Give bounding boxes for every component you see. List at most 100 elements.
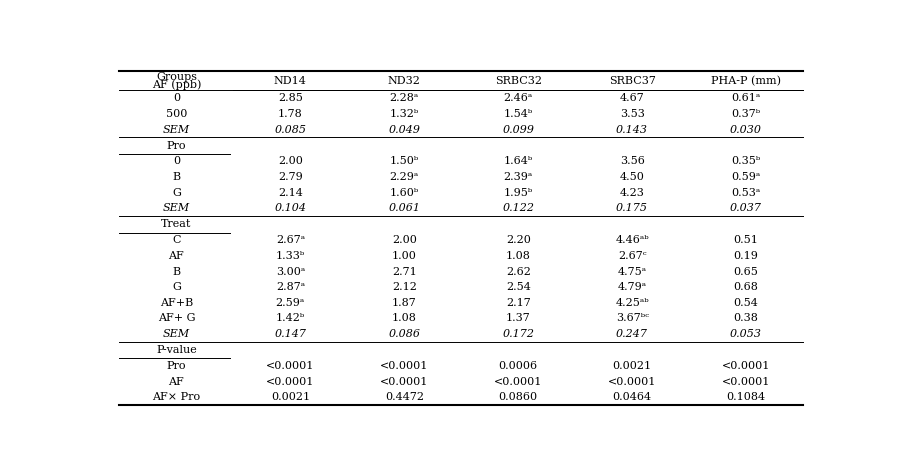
Text: 2.62: 2.62 [506, 267, 531, 277]
Text: 0.247: 0.247 [616, 329, 648, 339]
Text: 0.59ᵃ: 0.59ᵃ [732, 172, 760, 182]
Text: 4.79ᵃ: 4.79ᵃ [617, 282, 647, 292]
Text: AF× Pro: AF× Pro [152, 392, 201, 402]
Text: 0.086: 0.086 [388, 329, 420, 339]
Text: 0.104: 0.104 [274, 203, 306, 213]
Text: Pro: Pro [166, 141, 186, 151]
Text: B: B [173, 172, 181, 182]
Text: 4.23: 4.23 [620, 188, 644, 198]
Text: SEM: SEM [163, 125, 190, 135]
Text: 0.0006: 0.0006 [499, 361, 538, 371]
Text: 2.29ᵃ: 2.29ᵃ [390, 172, 418, 182]
Text: 1.64ᵇ: 1.64ᵇ [504, 157, 533, 167]
Text: <0.0001: <0.0001 [266, 377, 315, 387]
Text: P-value: P-value [156, 345, 197, 355]
Text: 4.67: 4.67 [620, 93, 644, 103]
Text: 0.099: 0.099 [502, 125, 535, 135]
Text: 0.54: 0.54 [734, 298, 759, 308]
Text: 1.54ᵇ: 1.54ᵇ [504, 109, 533, 119]
Text: 0.053: 0.053 [730, 329, 762, 339]
Text: 3.67ᵇᶜ: 3.67ᵇᶜ [616, 313, 649, 323]
Text: <0.0001: <0.0001 [494, 377, 543, 387]
Text: 0.172: 0.172 [502, 329, 535, 339]
Text: 1.95ᵇ: 1.95ᵇ [504, 188, 533, 198]
Text: 2.71: 2.71 [392, 267, 417, 277]
Text: 1.00: 1.00 [392, 251, 417, 261]
Text: ND32: ND32 [388, 76, 420, 86]
Text: 2.67ᶜ: 2.67ᶜ [617, 251, 646, 261]
Text: 2.54: 2.54 [506, 282, 531, 292]
Text: 1.42ᵇ: 1.42ᵇ [275, 313, 305, 323]
Text: 4.50: 4.50 [620, 172, 644, 182]
Text: 0.030: 0.030 [730, 125, 762, 135]
Text: 0.35ᵇ: 0.35ᵇ [732, 157, 760, 167]
Text: 2.59ᵃ: 2.59ᵃ [275, 298, 305, 308]
Text: 2.87ᵃ: 2.87ᵃ [275, 282, 305, 292]
Text: 0.0860: 0.0860 [499, 392, 538, 402]
Text: AF+B: AF+B [160, 298, 194, 308]
Text: <0.0001: <0.0001 [608, 377, 656, 387]
Text: 0: 0 [173, 93, 180, 103]
Text: 0.037: 0.037 [730, 203, 762, 213]
Text: 0.175: 0.175 [616, 203, 648, 213]
Text: AF: AF [168, 377, 184, 387]
Text: 1.87: 1.87 [392, 298, 417, 308]
Text: <0.0001: <0.0001 [722, 377, 770, 387]
Text: 1.37: 1.37 [506, 313, 531, 323]
Text: 0.085: 0.085 [274, 125, 306, 135]
Text: 0.65: 0.65 [734, 267, 759, 277]
Text: 2.00: 2.00 [278, 157, 302, 167]
Text: 0.143: 0.143 [616, 125, 648, 135]
Text: 3.53: 3.53 [620, 109, 644, 119]
Text: 0: 0 [173, 157, 180, 167]
Text: 1.08: 1.08 [392, 313, 417, 323]
Text: 2.14: 2.14 [278, 188, 302, 198]
Text: 2.85: 2.85 [278, 93, 302, 103]
Text: Pro: Pro [166, 361, 186, 371]
Text: 1.32ᵇ: 1.32ᵇ [390, 109, 418, 119]
Text: AF+ G: AF+ G [158, 313, 195, 323]
Text: 1.33ᵇ: 1.33ᵇ [275, 251, 305, 261]
Text: Groups: Groups [156, 72, 197, 82]
Text: 0.51: 0.51 [734, 236, 759, 245]
Text: SRBC32: SRBC32 [495, 76, 542, 86]
Text: 0.37ᵇ: 0.37ᵇ [732, 109, 760, 119]
Text: <0.0001: <0.0001 [380, 377, 428, 387]
Text: <0.0001: <0.0001 [722, 361, 770, 371]
Text: 4.75ᵃ: 4.75ᵃ [617, 267, 647, 277]
Text: 0.61ᵃ: 0.61ᵃ [732, 93, 760, 103]
Text: 2.67ᵃ: 2.67ᵃ [275, 236, 305, 245]
Text: 2.79: 2.79 [278, 172, 302, 182]
Text: 1.78: 1.78 [278, 109, 302, 119]
Text: 0.0021: 0.0021 [271, 392, 310, 402]
Text: AF (ppb): AF (ppb) [152, 80, 201, 90]
Text: 0.061: 0.061 [388, 203, 420, 213]
Text: <0.0001: <0.0001 [266, 361, 315, 371]
Text: 2.46ᵃ: 2.46ᵃ [504, 93, 533, 103]
Text: SRBC37: SRBC37 [608, 76, 655, 86]
Text: 0.049: 0.049 [388, 125, 420, 135]
Text: 3.00ᵃ: 3.00ᵃ [275, 267, 305, 277]
Text: 0.0464: 0.0464 [613, 392, 652, 402]
Text: 0.53ᵃ: 0.53ᵃ [732, 188, 760, 198]
Text: 2.28ᵃ: 2.28ᵃ [390, 93, 418, 103]
Text: 2.00: 2.00 [392, 236, 417, 245]
Text: 2.17: 2.17 [506, 298, 531, 308]
Text: PHA-P (mm): PHA-P (mm) [711, 76, 781, 86]
Text: 0.1084: 0.1084 [726, 392, 766, 402]
Text: 4.25ᵃᵇ: 4.25ᵃᵇ [616, 298, 649, 308]
Text: 4.46ᵃᵇ: 4.46ᵃᵇ [616, 236, 649, 245]
Text: 0.68: 0.68 [734, 282, 759, 292]
Text: 0.147: 0.147 [274, 329, 306, 339]
Text: B: B [173, 267, 181, 277]
Text: 0.4472: 0.4472 [385, 392, 424, 402]
Text: 500: 500 [166, 109, 187, 119]
Text: <0.0001: <0.0001 [380, 361, 428, 371]
Text: Treat: Treat [161, 219, 192, 229]
Text: 2.20: 2.20 [506, 236, 531, 245]
Text: 2.39ᵃ: 2.39ᵃ [504, 172, 533, 182]
Text: AF: AF [168, 251, 184, 261]
Text: G: G [172, 282, 181, 292]
Text: 3.56: 3.56 [620, 157, 644, 167]
Text: 0.19: 0.19 [734, 251, 759, 261]
